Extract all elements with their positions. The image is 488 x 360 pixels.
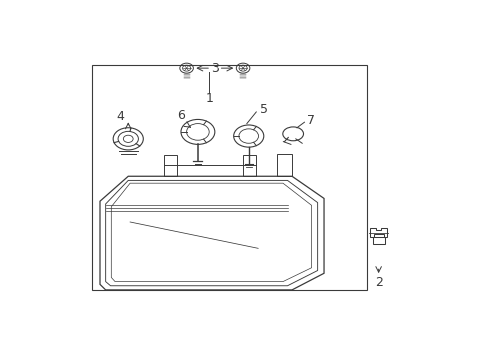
Bar bbox=[92, 66, 366, 290]
Text: 1: 1 bbox=[205, 92, 213, 105]
Text: 2: 2 bbox=[374, 276, 382, 289]
Text: 6: 6 bbox=[177, 109, 184, 122]
Text: 4: 4 bbox=[117, 110, 124, 123]
Text: 7: 7 bbox=[306, 114, 314, 127]
Text: 3: 3 bbox=[210, 62, 218, 75]
Text: 5: 5 bbox=[259, 103, 267, 116]
